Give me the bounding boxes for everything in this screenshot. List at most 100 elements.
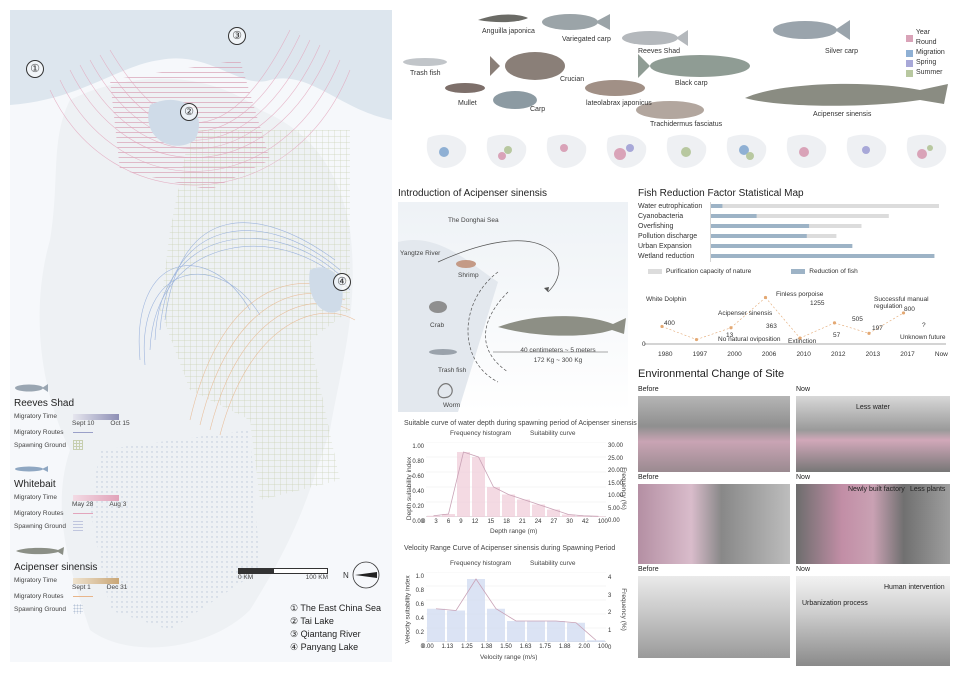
fish-label-reeves-shad: Reeves Shad: [638, 48, 681, 55]
photo-now-2: Newly built factory Less plants: [796, 484, 950, 564]
fish-label-silver-carp: Silver carp: [825, 48, 859, 55]
histogram-bar: [592, 516, 605, 517]
tl-extinction: Extinction: [788, 338, 817, 345]
tl-value-1255: 1255: [810, 300, 825, 307]
histogram-bar: [587, 640, 605, 642]
fish-label-mullet: Mullet: [458, 100, 477, 107]
factor-label: Pollution discharge: [638, 233, 698, 240]
legend-acipenser-ground: Spawning Ground: [14, 605, 67, 613]
season-summer: Summer: [906, 68, 952, 78]
velocity-chart: Frequency histogram Suitability curve Ve…: [400, 556, 628, 674]
tl-year: 2000: [727, 351, 742, 358]
depth-chart: Frequency histogram Suitability curve De…: [400, 430, 627, 560]
thumb-map-6: [726, 134, 767, 168]
depth-y2tick: 10.00: [608, 493, 624, 499]
fish-label-trash-fish: Trash fish: [410, 70, 441, 77]
factor-label: Water eutrophication: [638, 203, 703, 210]
photo-before-3: [638, 576, 790, 658]
legend-acipenser-time: Migratory Time: [14, 577, 57, 584]
velocity-xtick: 1.50: [500, 644, 512, 650]
velocity-xlabel: Velocity range (m/s): [480, 654, 538, 661]
thumbnail-maps: [420, 130, 952, 172]
timeline-point: [729, 326, 733, 330]
velocity-y2tick: 4: [608, 575, 612, 581]
depth-xtick: 12: [471, 519, 479, 525]
thumb-map-9: [906, 134, 947, 168]
legend-whitebait-routes: Migratory Routes: [14, 510, 64, 517]
velocity-xtick: 100: [597, 644, 608, 650]
depth-xtick: 3: [434, 519, 438, 525]
photo-now-1: Less water: [796, 396, 950, 472]
histogram-bar: [547, 621, 565, 642]
histogram-bar: [472, 457, 485, 517]
caption-human-intervention: Human intervention: [884, 584, 945, 591]
label-crab: Crab: [430, 322, 445, 329]
fish-reduction-bar: [711, 204, 723, 208]
thumb-map-4: [606, 134, 647, 168]
velocity-y2tick: 1: [608, 627, 612, 634]
reduction-title: Fish Reduction Factor Statistical Map: [638, 188, 804, 199]
tl-value-363: 363: [766, 323, 777, 330]
timeline-segment: [765, 297, 801, 339]
histogram-bar: [457, 452, 470, 517]
tl-year: 2012: [831, 351, 846, 358]
depth-y2tick: 5.00: [608, 505, 620, 512]
reduction-bars-svg: [710, 202, 939, 262]
timeline-point: [694, 337, 699, 342]
velocity-ytick: 1.0: [415, 574, 424, 580]
tl-value-400: 400: [664, 320, 675, 327]
depth-ytick: 0.00: [412, 519, 424, 525]
histogram-bar: [567, 622, 585, 642]
label-worm: Worm: [443, 402, 461, 409]
marker-east-china-sea: ①: [26, 60, 44, 78]
fish-reduction-bar: [711, 224, 810, 228]
histogram-bar: [507, 621, 525, 642]
tl-value-800: 800: [904, 306, 915, 313]
depth-ytick: 0.20: [412, 504, 424, 510]
timeline-point: [660, 324, 664, 329]
tl-year: Now: [934, 351, 948, 358]
timeline-point: [867, 331, 871, 335]
fish-reduction-bar: [711, 214, 757, 218]
whitebait-icon: [15, 466, 48, 472]
legend-reeves-title: Reeves Shad: [14, 398, 75, 409]
depth-ytick: 1.00: [412, 444, 424, 450]
histogram-bar: [487, 487, 500, 517]
intro-drawing: [398, 240, 626, 412]
season-year-round: Year Round: [906, 28, 952, 48]
label-trash-fish: Trash fish: [438, 367, 467, 374]
reeves-shad-icon: [15, 384, 48, 392]
legend-reeves-start: Sept 10: [72, 420, 95, 427]
histogram-bar: [487, 608, 505, 642]
legend-whitebait-route-line: [73, 513, 93, 514]
timeline-point: [901, 311, 906, 315]
histogram-bar: [532, 504, 545, 517]
velocity-yticks: 1.0 0.8 0.6 0.4 0.2 0: [400, 570, 424, 654]
env-title: Environmental Change of Site: [638, 368, 785, 380]
legend-acipenser-timebar: [73, 577, 119, 584]
depth-yticks: 1.00 0.80 0.60 0.40 0.20 0.00: [400, 440, 424, 530]
tl-year: 2010: [796, 351, 811, 358]
tl-year: 1980: [658, 351, 673, 358]
map-drawing: [10, 10, 392, 648]
season-legend: Year Round Migration Spring Summer: [906, 28, 952, 78]
velocity-ytick: 0.4: [415, 616, 424, 622]
legend-reeves-timebar: [73, 413, 119, 420]
caption-new-factory: Newly built factory: [848, 486, 905, 493]
velocity-y2tick: 2: [608, 610, 612, 616]
depth-xlabel: Depth range (m): [490, 528, 538, 535]
depth-xtick: 100: [597, 519, 608, 525]
velocity-y2ticks: 4 3 2 1 0: [608, 570, 628, 658]
velocity-ytick: 0.6: [415, 602, 424, 608]
velocity-ytick: 0: [420, 644, 424, 650]
depth-y2tick: 30.00: [608, 443, 624, 449]
label-shrimp: Shrimp: [458, 272, 479, 279]
velocity-legend-curve: Suitability curve: [530, 560, 576, 567]
timeline-years: 1980 1997 2000 2006 2010 2012 2013 2017 …: [658, 351, 948, 358]
legend-acipenser-start: Sept 1: [72, 584, 91, 591]
velocity-xtick: 1.38: [480, 644, 493, 650]
velocity-xtick: 1.63: [519, 644, 532, 650]
nature-bar: [711, 214, 889, 218]
fish-reduction-bar: [711, 244, 853, 248]
depth-y2tick: 15.00: [608, 480, 624, 487]
